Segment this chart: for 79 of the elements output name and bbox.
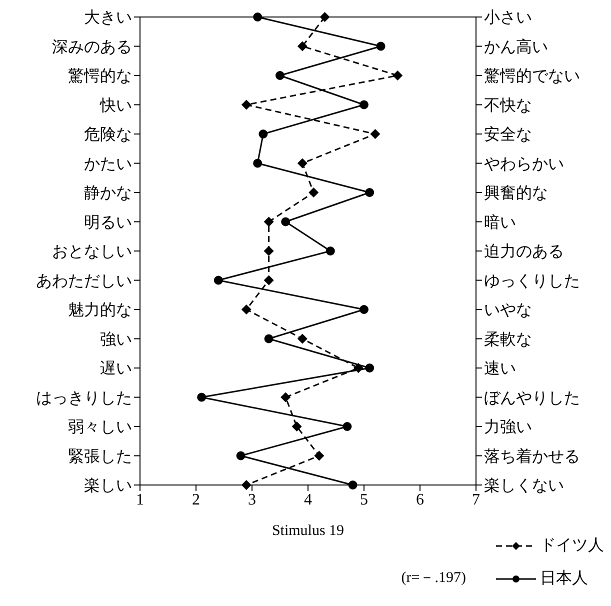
point <box>370 129 380 139</box>
x-tick-label: 7 <box>472 491 480 508</box>
y-tick-label: 大きい <box>84 8 132 27</box>
y2-tick-label: いやな <box>484 300 532 320</box>
y2-tick-label: 不快な <box>484 95 532 114</box>
point <box>281 217 290 226</box>
y-tick-label: 緊張した <box>68 446 132 466</box>
point <box>280 392 291 402</box>
y-tick-label: 弱々しい <box>68 417 132 436</box>
point <box>264 216 274 227</box>
point <box>253 158 262 168</box>
y-tick-label: 楽しい <box>84 476 132 495</box>
x-axis-title: Stimulus 19 <box>272 523 344 539</box>
point <box>320 12 330 22</box>
point <box>297 334 308 344</box>
y2-tick-label: やわらかい <box>484 154 564 173</box>
point <box>365 188 374 197</box>
point <box>342 422 352 431</box>
y2-tick-label: かん高い <box>484 36 548 56</box>
point <box>326 246 335 256</box>
y-tick-label: 快い <box>99 95 132 114</box>
point <box>197 392 206 402</box>
point <box>360 100 368 110</box>
y-tick-label: 遅い <box>100 358 132 378</box>
point <box>314 450 324 461</box>
legend-label: 日本人 <box>540 568 588 589</box>
point <box>241 304 252 314</box>
y-tick-label: あわただしい <box>36 270 132 290</box>
point <box>365 364 374 372</box>
y-tick-label: 深みのある <box>52 36 132 56</box>
y-tick-label: 強い <box>100 329 132 348</box>
x-tick-label: 4 <box>304 491 312 508</box>
point <box>241 480 252 490</box>
x-tick-label: 3 <box>248 491 256 508</box>
y2-tick-label: 速い <box>484 358 516 378</box>
y-tick-label: 驚愕的な <box>68 66 132 86</box>
y2-tick-label: 力強い <box>484 417 532 436</box>
y-tick-label: はっきりした <box>36 388 132 407</box>
x-tick-label: 2 <box>192 491 200 508</box>
point <box>297 41 308 52</box>
point <box>297 158 308 168</box>
point <box>348 480 358 490</box>
point <box>236 451 246 460</box>
point <box>214 276 223 285</box>
y2-tick-label: 迫力のある <box>484 242 564 261</box>
point <box>264 246 274 256</box>
point <box>392 70 403 80</box>
point <box>241 100 252 110</box>
point <box>292 422 302 432</box>
y2-tick-label: 安全な <box>484 124 532 144</box>
y2-tick-label: 驚愕的でない <box>484 66 580 86</box>
point <box>376 42 386 51</box>
y-tick-label: 静かな <box>84 183 132 202</box>
point <box>264 275 274 286</box>
point <box>264 334 274 344</box>
point <box>253 12 262 22</box>
y-tick-label: 明るい <box>84 212 132 232</box>
y-tick-label: 危険な <box>84 124 132 144</box>
x-tick-label: 6 <box>416 491 424 508</box>
y2-tick-label: 暗い <box>484 212 516 232</box>
x-tick-label: 5 <box>360 491 368 508</box>
point <box>258 130 268 138</box>
y2-tick-label: 落ち着かせる <box>484 446 580 466</box>
y2-tick-label: ゆっくりした <box>484 270 580 290</box>
y-tick-label: おとなしい <box>52 242 132 261</box>
point <box>353 363 364 373</box>
x-tick-label: 1 <box>136 491 144 508</box>
y2-tick-label: 楽しくない <box>484 476 564 495</box>
y-tick-label: かたい <box>84 154 132 173</box>
y2-tick-label: 小さい <box>484 8 532 27</box>
y2-tick-label: 興奮的な <box>484 183 548 202</box>
legend-label: ドイツ人 <box>540 535 604 556</box>
point <box>360 305 368 314</box>
point <box>308 188 319 198</box>
point <box>276 71 284 80</box>
text: (r=－.197) <box>401 570 466 586</box>
y2-tick-label: ぼんやりした <box>484 388 580 407</box>
y-tick-label: 魅力的な <box>68 300 132 320</box>
y2-tick-label: 柔軟な <box>484 329 532 348</box>
